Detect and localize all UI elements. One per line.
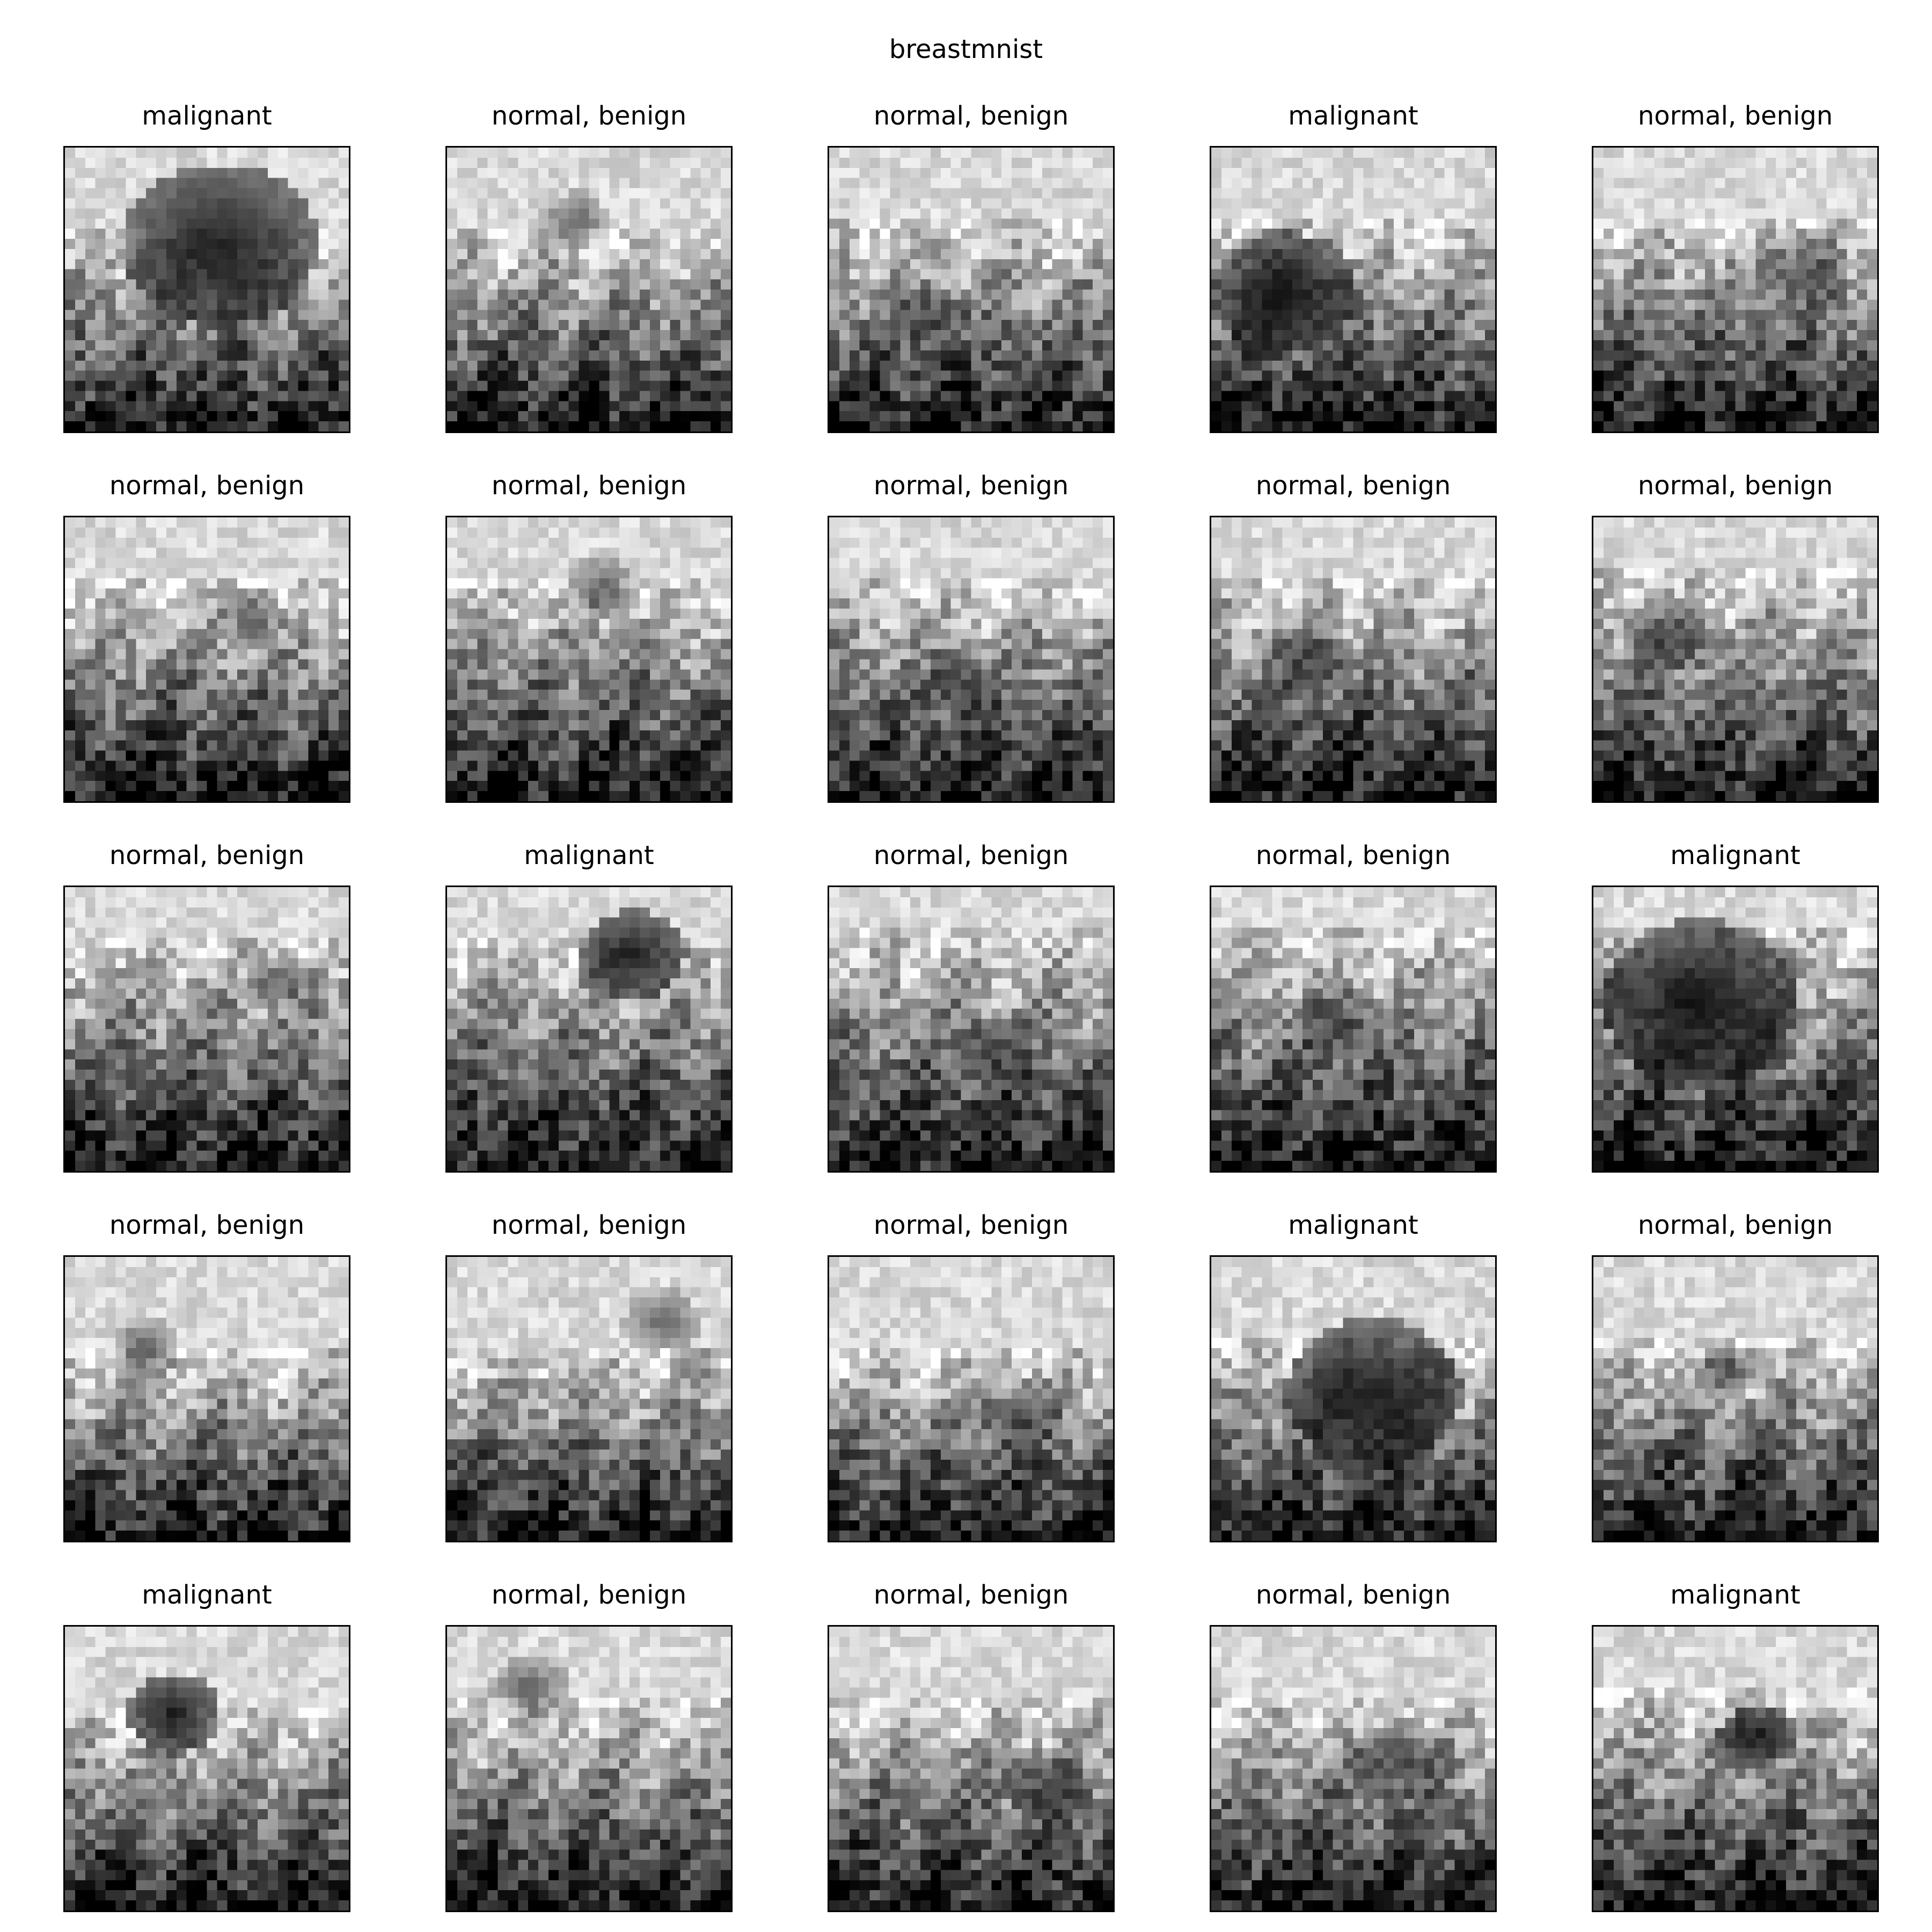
ultrasound-image xyxy=(828,516,1115,803)
ultrasound-pixels xyxy=(65,1627,349,1911)
ultrasound-image xyxy=(828,1255,1115,1542)
ultrasound-image xyxy=(828,885,1115,1173)
ultrasound-image xyxy=(1210,516,1497,803)
sample-label: normal, benign xyxy=(491,471,687,501)
ultrasound-pixels xyxy=(829,1627,1113,1911)
ultrasound-image xyxy=(1210,1625,1497,1912)
ultrasound-image xyxy=(445,1255,733,1542)
ultrasound-pixels xyxy=(65,887,349,1171)
ultrasound-image xyxy=(1592,1255,1879,1542)
ultrasound-pixels xyxy=(1593,148,1877,431)
ultrasound-image xyxy=(63,146,350,433)
ultrasound-image xyxy=(445,516,733,803)
sample-label: normal, benign xyxy=(109,471,305,501)
ultrasound-pixels xyxy=(1211,1257,1495,1541)
ultrasound-pixels xyxy=(65,148,349,431)
sample-label: normal, benign xyxy=(1255,840,1451,870)
sample-label: malignant xyxy=(142,1580,272,1610)
ultrasound-image xyxy=(445,1625,733,1912)
ultrasound-image xyxy=(445,146,733,433)
sample-label: normal, benign xyxy=(491,1580,687,1610)
sample-label: malignant xyxy=(1288,101,1418,131)
sample-label: normal, benign xyxy=(873,1580,1069,1610)
ultrasound-pixels xyxy=(447,517,731,801)
ultrasound-image xyxy=(828,1625,1115,1912)
sample-label: normal, benign xyxy=(873,101,1069,131)
ultrasound-pixels xyxy=(65,1257,349,1541)
ultrasound-pixels xyxy=(829,517,1113,801)
ultrasound-image xyxy=(1210,1255,1497,1542)
ultrasound-pixels xyxy=(1211,148,1495,431)
ultrasound-image xyxy=(828,146,1115,433)
sample-label: normal, benign xyxy=(873,471,1069,501)
sample-label: malignant xyxy=(1670,1580,1801,1610)
sample-label: malignant xyxy=(1288,1210,1418,1240)
ultrasound-image xyxy=(63,1625,350,1912)
ultrasound-image xyxy=(63,885,350,1173)
sample-label: malignant xyxy=(524,840,654,870)
ultrasound-pixels xyxy=(1211,887,1495,1171)
ultrasound-pixels xyxy=(447,1627,731,1911)
sample-label: normal, benign xyxy=(491,1210,687,1240)
figure-title: breastmnist xyxy=(889,34,1043,64)
ultrasound-image xyxy=(1592,146,1879,433)
sample-label: normal, benign xyxy=(491,101,687,131)
ultrasound-pixels xyxy=(829,887,1113,1171)
ultrasound-pixels xyxy=(447,887,731,1171)
ultrasound-image xyxy=(1592,516,1879,803)
ultrasound-pixels xyxy=(829,148,1113,431)
ultrasound-pixels xyxy=(1593,1257,1877,1541)
ultrasound-pixels xyxy=(1211,517,1495,801)
sample-label: normal, benign xyxy=(1637,1210,1833,1240)
sample-label: normal, benign xyxy=(109,1210,305,1240)
sample-label: normal, benign xyxy=(873,840,1069,870)
sample-label: malignant xyxy=(1670,840,1801,870)
ultrasound-image xyxy=(1592,885,1879,1173)
ultrasound-pixels xyxy=(829,1257,1113,1541)
ultrasound-pixels xyxy=(447,1257,731,1541)
ultrasound-pixels xyxy=(1593,517,1877,801)
sample-label: normal, benign xyxy=(873,1210,1069,1240)
ultrasound-image xyxy=(63,1255,350,1542)
sample-label: malignant xyxy=(142,101,272,131)
sample-label: normal, benign xyxy=(1637,471,1833,501)
ultrasound-image xyxy=(445,885,733,1173)
sample-label: normal, benign xyxy=(109,840,305,870)
ultrasound-image xyxy=(63,516,350,803)
ultrasound-image xyxy=(1210,146,1497,433)
ultrasound-image xyxy=(1210,885,1497,1173)
ultrasound-pixels xyxy=(1593,1627,1877,1911)
ultrasound-image xyxy=(1592,1625,1879,1912)
ultrasound-pixels xyxy=(1593,887,1877,1171)
ultrasound-pixels xyxy=(1211,1627,1495,1911)
ultrasound-pixels xyxy=(447,148,731,431)
sample-label: normal, benign xyxy=(1637,101,1833,131)
sample-label: normal, benign xyxy=(1255,1580,1451,1610)
sample-label: normal, benign xyxy=(1255,471,1451,501)
ultrasound-pixels xyxy=(65,517,349,801)
